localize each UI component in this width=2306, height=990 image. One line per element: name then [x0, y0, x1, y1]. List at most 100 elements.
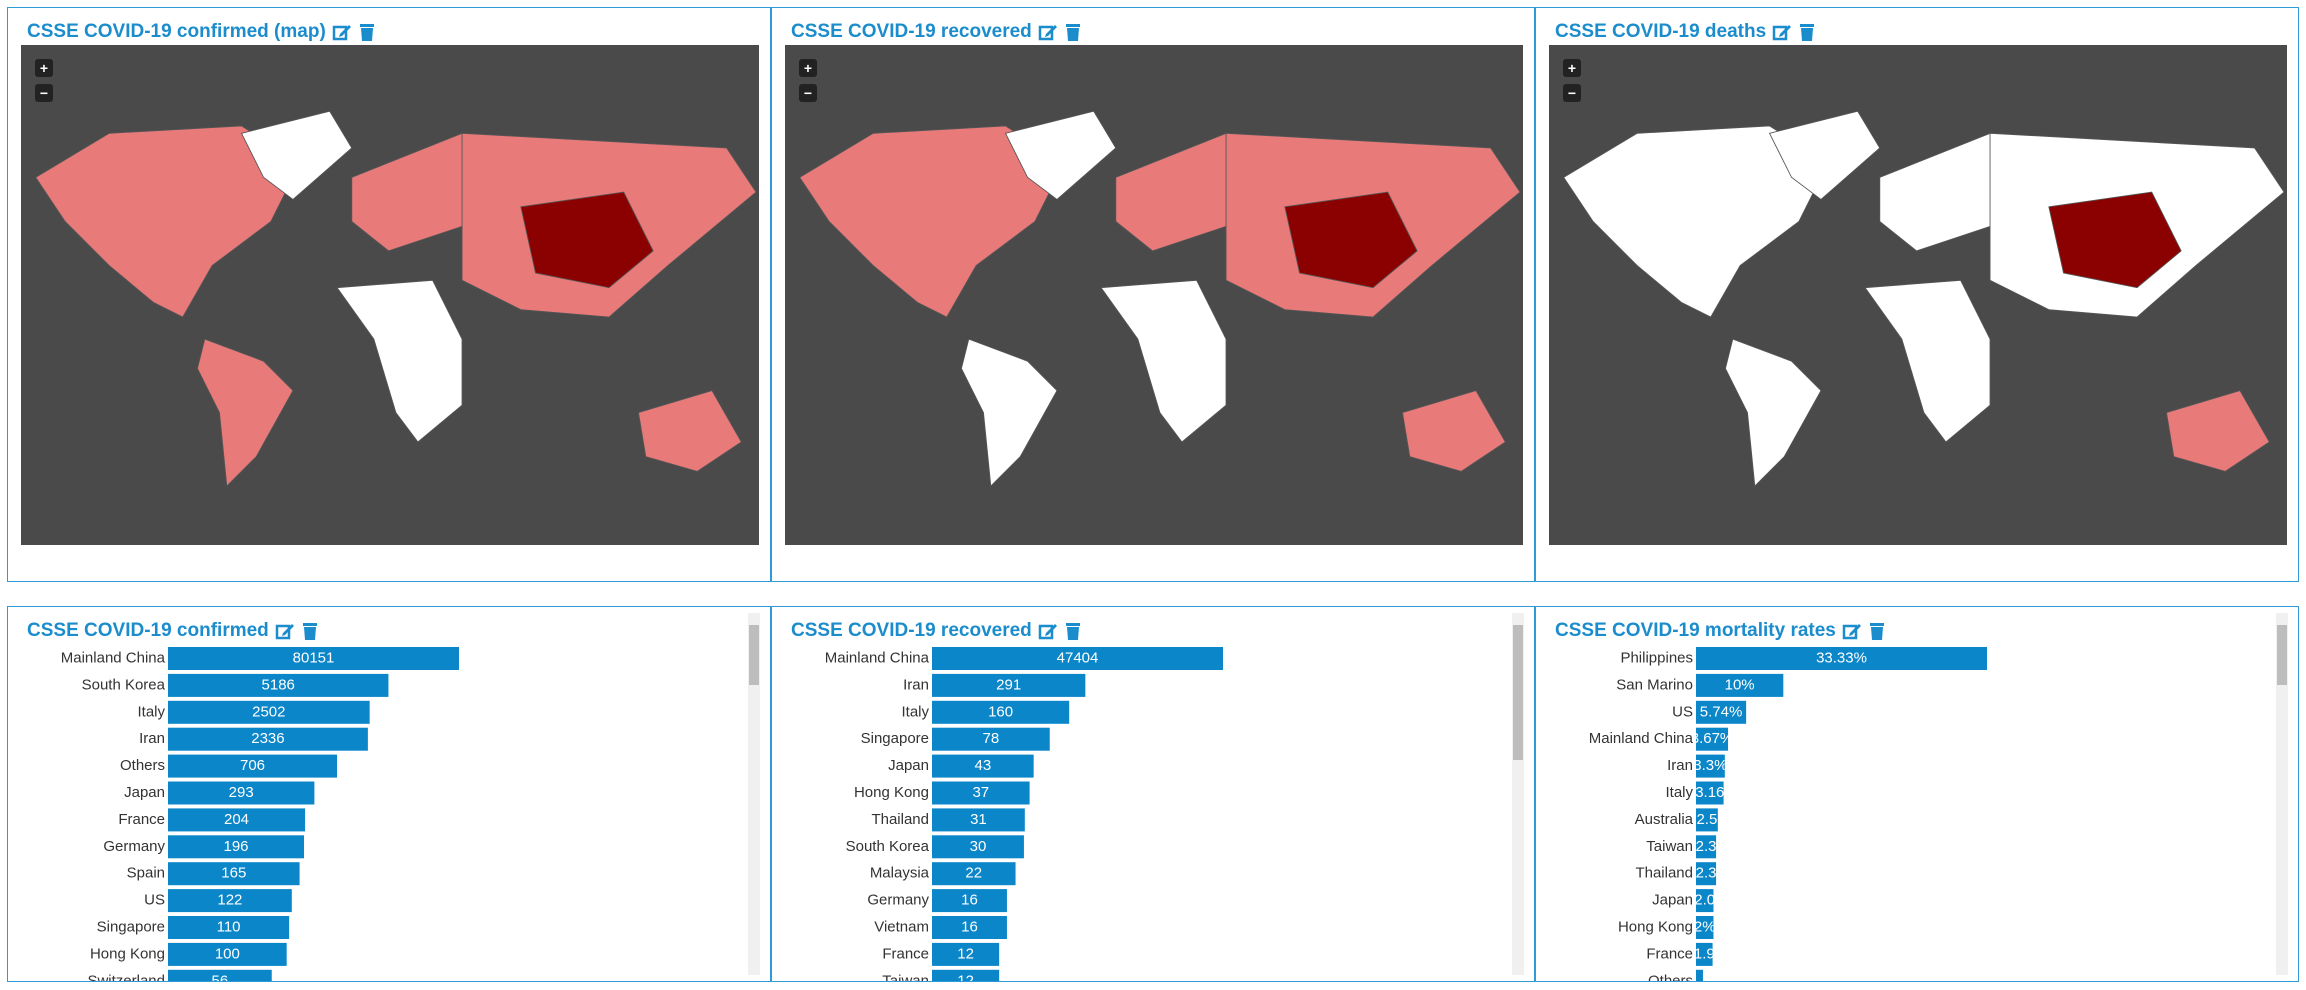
panel-title: CSSE COVID-19 recovered: [791, 21, 1082, 43]
scrollbar[interactable]: [1512, 613, 1524, 975]
bar: [932, 969, 1000, 981]
title-text: CSSE COVID-19 confirmed: [27, 620, 269, 641]
category-label: Iran: [903, 676, 929, 693]
edit-pen: [281, 624, 294, 636]
edit-pen: [1044, 624, 1057, 636]
value-label: 2.3: [1696, 838, 1717, 855]
bar: [932, 862, 1016, 886]
bar: [932, 647, 1223, 670]
country-region: [1100, 279, 1227, 443]
country-region: [1115, 132, 1242, 252]
category-label: Others: [120, 757, 165, 774]
category-label: US: [144, 892, 165, 909]
bar: [168, 942, 287, 966]
trash-body: [1066, 28, 1079, 41]
category-label: Others: [1648, 972, 1693, 982]
bar: [168, 754, 338, 778]
trash-lid: [1869, 623, 1884, 626]
value-label: 33.33%: [1816, 649, 1867, 666]
zoom-out-button[interactable]: −: [35, 84, 53, 102]
edit-icon[interactable]: [332, 22, 352, 42]
delete-icon[interactable]: [1064, 22, 1082, 42]
map-shapes: [35, 110, 757, 488]
value-label: 293: [229, 784, 254, 801]
country-region: [2165, 390, 2270, 472]
bar: [1696, 700, 1747, 724]
map-panel: CSSE COVID-19 recovered + −: [771, 7, 1535, 582]
trash-body: [303, 627, 316, 640]
country-region: [1724, 338, 1822, 488]
world-map: + −: [785, 45, 1523, 545]
value-label: 165: [221, 865, 246, 882]
edit-icon[interactable]: [1842, 621, 1862, 641]
delete-icon[interactable]: [1064, 621, 1082, 641]
bar: [168, 808, 306, 832]
bar: [1696, 727, 1729, 751]
edit-box: [1038, 25, 1054, 41]
scroll-thumb[interactable]: [2277, 625, 2287, 685]
bar-chart: Mainland China 80151 South Korea 5186 Italy 2…: [61, 647, 459, 981]
delete-icon[interactable]: [301, 621, 319, 641]
category-label: Mainland China: [61, 649, 166, 666]
category-label: Singapore: [97, 918, 165, 935]
zoom-out-button[interactable]: −: [1563, 84, 1581, 102]
value-label: 110: [217, 918, 241, 935]
edit-icon[interactable]: [275, 621, 295, 641]
zoom-in-button[interactable]: +: [1563, 59, 1581, 77]
value-label: 160: [988, 703, 1013, 720]
edit-pen: [338, 25, 351, 37]
category-label: Australia: [1635, 811, 1694, 828]
country-region: [1284, 191, 1418, 289]
delete-icon[interactable]: [358, 22, 376, 42]
category-label: Thailand: [871, 811, 929, 828]
zoom-in-button[interactable]: +: [799, 59, 817, 77]
category-label: Spain: [127, 865, 165, 882]
trash-body: [1801, 28, 1814, 41]
trash-lid: [302, 623, 317, 626]
edit-pen: [1044, 25, 1057, 37]
map-panel: CSSE COVID-19 confirmed (map) + −: [7, 7, 771, 582]
delete-icon[interactable]: [1868, 621, 1886, 641]
chart-panel: CSSE COVID-19 recovered Mainland China 474…: [771, 606, 1535, 982]
country-region: [1401, 390, 1506, 472]
bar: [168, 647, 459, 670]
zoom-in-button[interactable]: +: [35, 59, 53, 77]
bar: [932, 808, 1025, 832]
category-label: San Marino: [1616, 676, 1693, 693]
value-label: 16: [961, 892, 978, 909]
edit-box: [1038, 624, 1054, 640]
scrollbar[interactable]: [2276, 613, 2288, 975]
edit-icon[interactable]: [1038, 22, 1058, 42]
title-text: CSSE COVID-19 recovered: [791, 21, 1032, 42]
bar: [1696, 673, 1784, 697]
category-label: South Korea: [846, 838, 930, 855]
category-label: Germany: [103, 838, 165, 855]
trash-lid: [1800, 24, 1815, 27]
title-text: CSSE COVID-19 deaths: [1555, 21, 1767, 42]
country-region: [35, 125, 301, 318]
bar: [932, 754, 1034, 778]
category-label: Iran: [139, 730, 165, 747]
category-label: Singapore: [861, 730, 929, 747]
value-label: 2%: [1694, 918, 1716, 935]
category-label: Philippines: [1620, 649, 1693, 666]
value-label: 2.3: [1696, 865, 1717, 882]
delete-icon[interactable]: [1798, 22, 1816, 42]
trash-lid: [1065, 623, 1080, 626]
scrollbar[interactable]: [748, 613, 760, 975]
edit-icon[interactable]: [1038, 621, 1058, 641]
bar-chart: Mainland China 47404 Iran 291 Italy 160 Singap…: [825, 647, 1223, 981]
edit-icon[interactable]: [1772, 22, 1792, 42]
scroll-thumb[interactable]: [749, 625, 759, 685]
value-label: 291: [996, 676, 1021, 693]
bar: [932, 889, 1007, 913]
country-region: [196, 338, 294, 488]
country-region: [520, 191, 654, 289]
category-label: Thailand: [1635, 865, 1693, 882]
value-label: 204: [224, 811, 249, 828]
value-label: 2.0: [1694, 892, 1715, 909]
bar: [932, 781, 1030, 805]
scroll-thumb[interactable]: [1513, 625, 1523, 760]
zoom-out-button[interactable]: −: [799, 84, 817, 102]
